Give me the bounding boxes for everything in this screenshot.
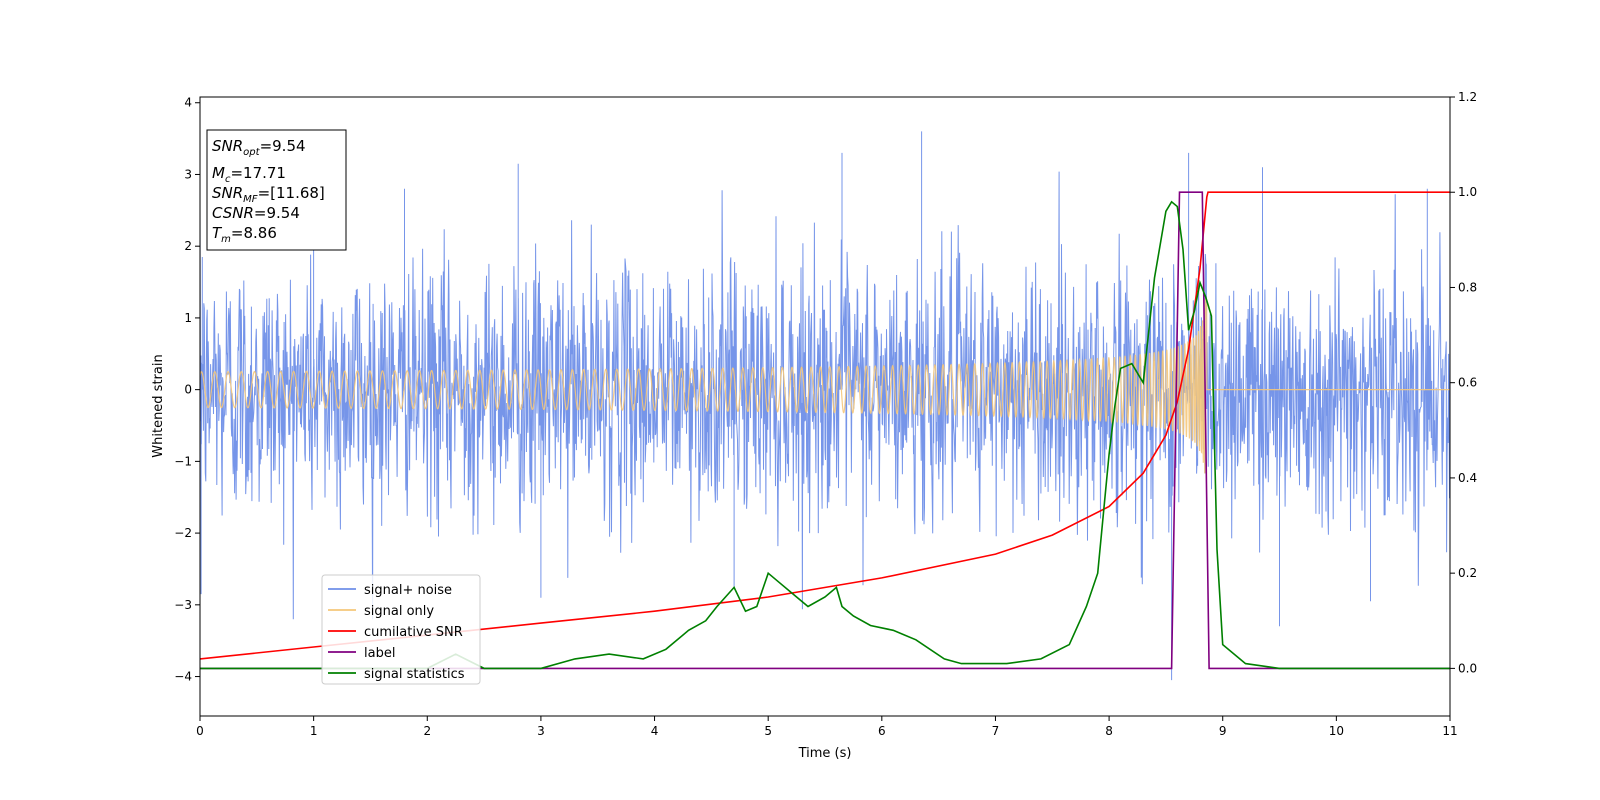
x-tick-label: 3 <box>537 724 545 738</box>
y-left-tick-label: −2 <box>174 526 192 540</box>
svg-text:Mc=17.71: Mc=17.71 <box>212 164 286 185</box>
x-tick-label: 5 <box>764 724 772 738</box>
y-right-tick-label: 0.8 <box>1458 280 1477 294</box>
series-signal-noise-line <box>200 131 1450 681</box>
y-left-tick-label: 1 <box>184 311 192 325</box>
series-label-line <box>200 191 1450 670</box>
annotation-sub: opt <box>243 147 260 158</box>
y-right-tick-label: 1.0 <box>1458 185 1477 199</box>
legend-label: label <box>364 646 395 661</box>
y-left-tick-label: −4 <box>174 670 192 684</box>
x-tick-label: 2 <box>423 724 431 738</box>
x-tick-label: 7 <box>992 724 1000 738</box>
y-left-tick-label: 3 <box>184 167 192 181</box>
x-tick-label: 0 <box>196 724 204 738</box>
y-right-tick-label: 1.2 <box>1458 90 1477 104</box>
y-left-tick-label: −3 <box>174 598 192 612</box>
x-tick-label: 6 <box>878 724 886 738</box>
svg-text:SNRopt=9.54: SNRopt=9.54 <box>212 137 306 158</box>
annotation-sym: T <box>212 224 223 242</box>
svg-text:CSNR=9.54: CSNR=9.54 <box>212 204 300 222</box>
plot-frame <box>199 96 1451 717</box>
annotation-sub: c <box>225 174 231 185</box>
legend-label: cumilative SNR <box>364 625 463 640</box>
y-right-tick-label: 0.2 <box>1458 566 1477 580</box>
y-left-tick-label: −1 <box>174 454 192 468</box>
y-right-tick-label: 0.0 <box>1458 661 1477 675</box>
y-right-tick-label: 0.4 <box>1458 471 1477 485</box>
annotation-sym: SNR <box>212 137 243 155</box>
series-cumulative-snr-line <box>200 191 1450 660</box>
annotation-sym: CSNR <box>212 204 254 222</box>
y-left-tick-label: 2 <box>184 239 192 253</box>
series-signal-statistics-line <box>200 200 1450 670</box>
x-tick-label: 8 <box>1105 724 1113 738</box>
series-signal-only-line <box>200 298 1450 474</box>
y-left-tick-label: 0 <box>184 383 192 397</box>
y-axis-label: Whitened strain <box>151 354 166 457</box>
x-tick-label: 9 <box>1219 724 1227 738</box>
annotation-sym: M <box>212 164 225 182</box>
x-tick-label: 10 <box>1329 724 1344 738</box>
annotation-sub: MF <box>243 194 258 205</box>
legend-label: signal only <box>364 604 434 619</box>
x-tick-label: 11 <box>1442 724 1457 738</box>
x-tick-label: 1 <box>310 724 318 738</box>
svg-text:SNRMF=[11.68]: SNRMF=[11.68] <box>212 184 325 205</box>
legend-label: signal+ noise <box>364 583 452 598</box>
annotation-box: SNRopt=9.54 Mc=17.71 SNRMF=[11.68] CSNR=… <box>206 129 347 251</box>
annotation-sub: m <box>221 234 231 245</box>
annotation-value: =9.54 <box>254 204 300 222</box>
y-right-tick-label: 0.6 <box>1458 376 1477 390</box>
annotation-sym: SNR <box>212 184 243 202</box>
legend: signal+ noise signal only cumilative SNR la… <box>321 574 481 685</box>
annotation-value: =[11.68] <box>258 184 325 202</box>
y-left-tick-label: 4 <box>184 96 192 110</box>
x-tick-label: 4 <box>651 724 659 738</box>
svg-text:Tm=8.86: Tm=8.86 <box>212 224 277 245</box>
annotation-value: =17.71 <box>230 164 286 182</box>
legend-frame <box>321 574 481 685</box>
x-axis-label: Time (s) <box>798 746 852 761</box>
annotation-value: =8.86 <box>231 224 277 242</box>
annotation-value: =9.54 <box>260 137 306 155</box>
legend-label: signal statistics <box>364 667 465 682</box>
